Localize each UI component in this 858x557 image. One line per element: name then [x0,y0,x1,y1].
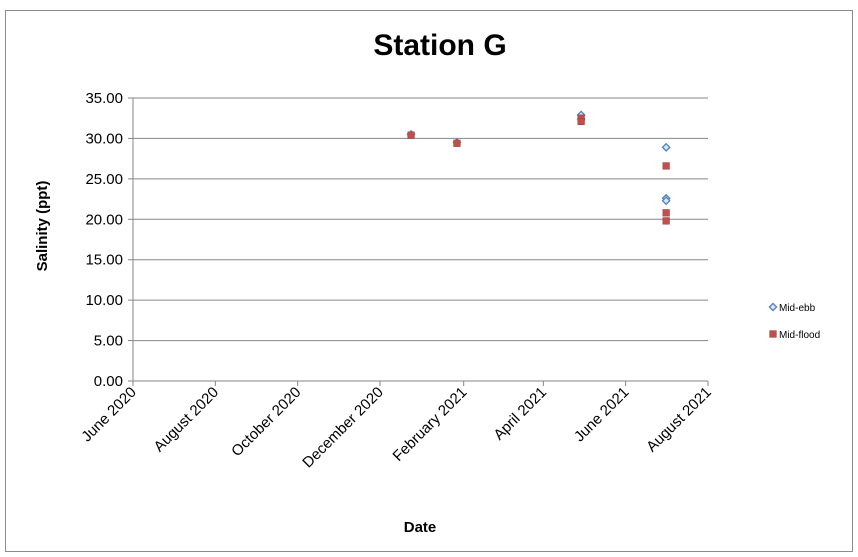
data-point-mid-flood [662,217,670,225]
y-tick-label: 30.00 [85,130,123,147]
data-point-mid-ebb [661,196,671,206]
y-tick-label: 10.00 [85,292,123,309]
legend-label: Mid-flood [779,330,820,341]
legend-label: Mid-ebb [779,303,816,314]
y-tick-label: 35.00 [85,90,123,107]
y-tick-label: 5.00 [94,333,123,350]
x-tick-label: December 2020 [299,384,386,471]
x-tick-label: June 2021 [571,384,633,446]
y-tick-label: 15.00 [85,252,123,269]
gridlines [128,97,709,386]
data-point-mid-flood [453,139,461,147]
y-tick-label: 20.00 [85,211,123,228]
x-tick-labels: June 2020 August 2020 October 2020December… [78,384,715,471]
data-point-mid-ebb [661,142,671,152]
data-point-mid-flood [407,131,415,139]
data-point-mid-flood [577,117,585,126]
data-point-mid-flood [662,162,670,170]
chart-title: Station G [373,29,506,62]
x-tick-label: August 2021 [643,384,715,456]
x-tick-label: August 2020 [151,384,223,456]
legend-marker-mid-flood [769,330,777,338]
x-tick-label: April 2021 [490,384,550,444]
x-tick-label: February 2021 [390,384,471,465]
y-tick-label: 25.00 [85,171,123,188]
data-points [406,110,671,225]
x-tick-label: June 2020 [78,384,140,446]
x-axis-label: Date [404,519,437,536]
data-point-mid-flood [662,209,670,217]
y-tick-label: 0.00 [94,373,123,390]
y-tick-labels: 0.00 5.00 10.00 15.00 20.00 25.00 30.00 35.00 [85,90,123,390]
y-axis-label: Salinity (ppt) [34,181,51,272]
x-tick-label: October 2020 [228,384,304,460]
chart-frame [5,10,853,552]
legend-marker-mid-ebb [768,302,778,312]
legend: Mid-ebb Mid-flood [768,302,820,341]
